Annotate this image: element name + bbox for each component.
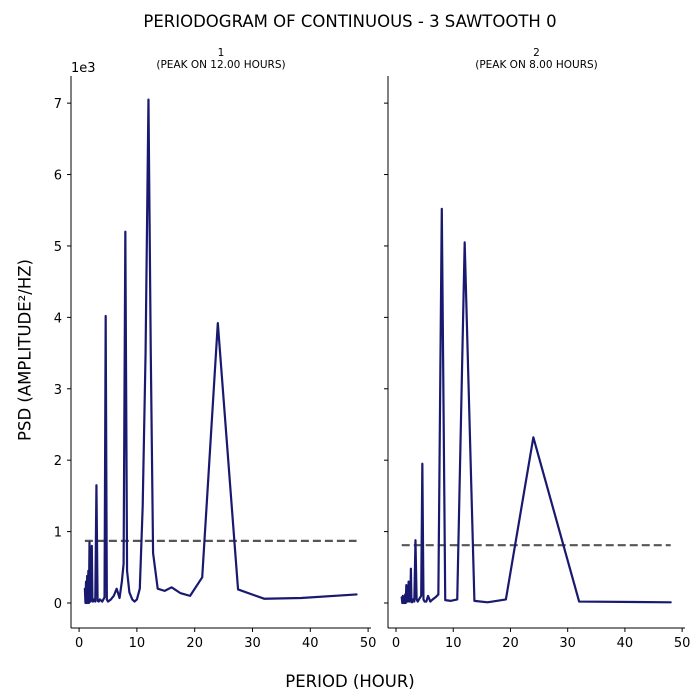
y-tick-label: 2 (54, 454, 62, 469)
subplot-2: 0 10 20 30 40 50 2(PEAK ON 8.00 HOURS) (384, 47, 690, 651)
x-tick-label: 0 (392, 636, 400, 651)
x-tick-label: 50 (360, 636, 377, 651)
x-tick-label: 0 (75, 636, 83, 651)
x-tick-label: 20 (502, 636, 519, 651)
subplot-title-line2: (PEAK ON 12.00 HOURS) (156, 59, 285, 71)
x-tick-label: 10 (445, 636, 462, 651)
x-tick-label: 30 (244, 636, 261, 651)
y-tick-label: 7 (54, 97, 62, 112)
x-tick-label: 20 (186, 636, 203, 651)
psd-series-line (83, 98, 358, 605)
y-axis-label-text: PSD (AMPLITUDE²/HZ) (16, 259, 35, 441)
x-tick-label: 40 (302, 636, 319, 651)
y-offset-label: 1e3 (71, 61, 96, 76)
subplot-title-line1: 2 (533, 47, 540, 59)
y-tick-label: 3 (54, 383, 62, 398)
x-tick-label: 40 (617, 636, 634, 651)
y-tick-label: 5 (54, 240, 62, 255)
y-axis-label: PSD (AMPLITUDE²/HZ) (14, 230, 38, 470)
figure-title: PERIODOGRAM OF CONTINUOUS - 3 SAWTOOTH 0 (143, 12, 557, 31)
subplot-title-line1: 1 (218, 47, 225, 59)
x-tick-label: 10 (129, 636, 146, 651)
x-tick-label: 50 (674, 636, 691, 651)
subplot-title-line2: (PEAK ON 8.00 HOURS) (475, 59, 598, 71)
x-tick-label: 30 (559, 636, 576, 651)
y-tick-label: 0 (54, 597, 62, 612)
y-tick-label: 6 (54, 169, 62, 184)
psd-series-line (400, 207, 672, 605)
x-axis-label: PERIOD (HOUR) (285, 672, 415, 691)
y-tick-label: 4 (54, 311, 62, 326)
y-tick-label: 1 (54, 526, 62, 541)
